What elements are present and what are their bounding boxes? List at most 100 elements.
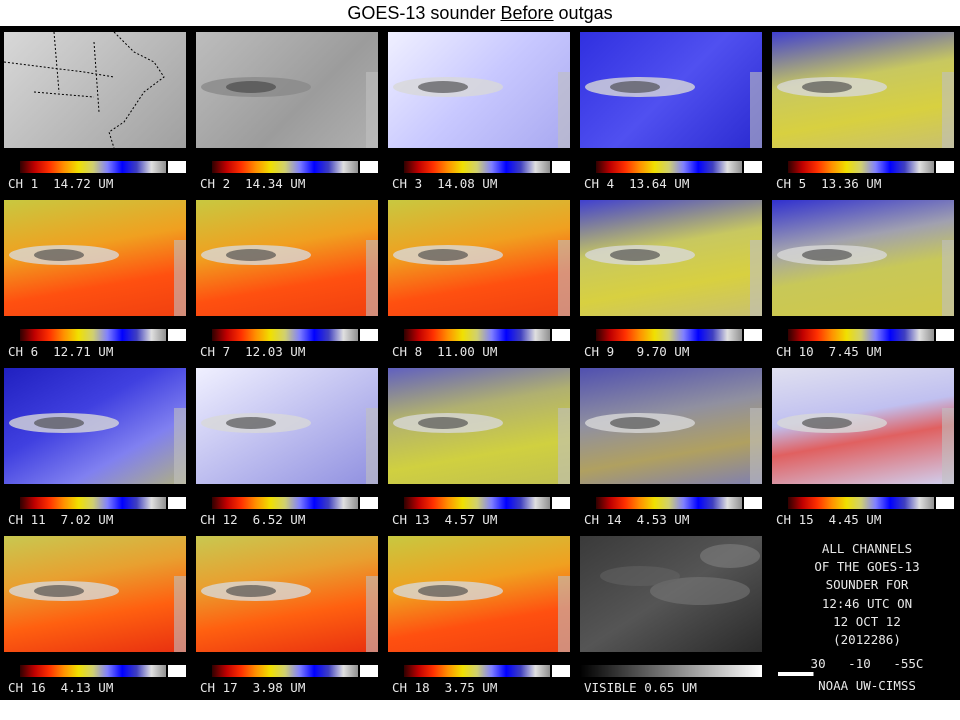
channel-label-11: CH 11 7.02 UM — [8, 512, 114, 527]
channel-label-14: CH 14 4.53 UM — [584, 512, 690, 527]
channel-image-svg-5 — [777, 72, 954, 148]
info-line-3: SOUNDER FOR — [825, 577, 909, 592]
channel-label-1: CH 1 14.72 UM — [8, 176, 114, 191]
colorbar-15 — [788, 497, 934, 509]
channel-image-svg-1 — [4, 32, 165, 148]
info-line-5: 12 OCT 12 — [833, 614, 901, 629]
channel-image-6 — [4, 200, 186, 316]
channel-image-svg-17 — [201, 576, 378, 652]
channel-image-svg-16 — [9, 576, 186, 652]
channel-panel-1: CH 1 14.72 UM — [0, 26, 192, 194]
channel-image-15 — [772, 368, 954, 484]
colorbar-endcap-11 — [168, 497, 186, 509]
colorbar-4 — [596, 161, 742, 173]
channel-label-4: CH 4 13.64 UM — [584, 176, 690, 191]
channel-panel-13: CH 13 4.57 UM — [384, 362, 576, 530]
channel-image-4 — [580, 32, 762, 148]
colorbar-endcap-14 — [744, 497, 762, 509]
colorbar-endcap-7 — [360, 329, 378, 341]
channel-image-svg-10 — [777, 240, 954, 316]
info-line-2: OF THE GOES-13 — [814, 559, 920, 574]
colorbar-endcap-6 — [168, 329, 186, 341]
channel-image-svg-12 — [201, 408, 378, 484]
channel-image-svg-7 — [201, 240, 378, 316]
channel-panel-4: CH 4 13.64 UM — [576, 26, 768, 194]
visible-label: VISIBLE 0.65 UM — [584, 680, 697, 695]
channel-image-svg-6 — [9, 240, 186, 316]
colorbar-9 — [596, 329, 742, 341]
channel-image-svg-11 — [9, 408, 186, 484]
channel-image-10 — [772, 200, 954, 316]
channel-panel-6: CH 6 12.71 UM — [0, 194, 192, 362]
colorbar-endcap-15 — [936, 497, 954, 509]
colorbar-10 — [788, 329, 934, 341]
channel-image-svg-4 — [585, 72, 762, 148]
channel-image-7 — [196, 200, 378, 316]
channel-label-10: CH 10 7.45 UM — [776, 344, 882, 359]
channel-panel-17: CH 17 3.98 UM — [192, 530, 384, 698]
channel-image-2 — [196, 32, 378, 148]
credit-label: NOAA UW-CIMSS — [818, 678, 916, 693]
channel-image-8 — [388, 200, 570, 316]
channel-image-12 — [196, 368, 378, 484]
colorbar-endcap-12 — [360, 497, 378, 509]
channel-label-6: CH 6 12.71 UM — [8, 344, 114, 359]
channel-panel-11: CH 11 7.02 UM — [0, 362, 192, 530]
channel-label-15: CH 15 4.45 UM — [776, 512, 882, 527]
colorbar-endcap-4 — [744, 161, 762, 173]
info-line-1: ALL CHANNELS — [821, 541, 913, 556]
channel-image-9 — [580, 200, 762, 316]
channel-image-svg-13 — [393, 408, 570, 484]
colorbar-3 — [404, 161, 550, 173]
channel-panel-10: CH 10 7.45 UM — [768, 194, 960, 362]
channel-label-3: CH 3 14.08 UM — [392, 176, 498, 191]
colorbar-13 — [404, 497, 550, 509]
channel-image-18 — [388, 536, 570, 652]
channel-panel-15: CH 15 4.45 UM — [768, 362, 960, 530]
info-line-6: (2012286) — [833, 632, 901, 647]
colorbar-endcap-8 — [552, 329, 570, 341]
channel-image-17 — [196, 536, 378, 652]
channel-label-18: CH 18 3.75 UM — [392, 680, 498, 695]
visible-image-svg — [580, 536, 762, 652]
visible-channel-panel: VISIBLE 0.65 UM — [576, 530, 768, 698]
channel-label-7: CH 7 12.03 UM — [200, 344, 306, 359]
channel-label-2: CH 2 14.34 UM — [200, 176, 306, 191]
channel-image-svg-15 — [777, 408, 954, 484]
colorbar-11 — [20, 497, 166, 509]
channel-image-14 — [580, 368, 762, 484]
channel-image-svg-14 — [585, 408, 762, 484]
satellite-image-grid: VISIBLE 0.65 UM ALL CHANNELS OF THE GOES… — [0, 26, 960, 700]
temperature-scale: 30 -10 -55C — [810, 656, 924, 671]
channel-image-11 — [4, 368, 186, 484]
visible-image — [580, 536, 762, 652]
colorbar-6 — [20, 329, 166, 341]
channel-image-svg-3 — [393, 72, 570, 148]
channel-label-12: CH 12 6.52 UM — [200, 512, 306, 527]
channel-panel-18: CH 18 3.75 UM — [384, 530, 576, 698]
channel-label-5: CH 5 13.36 UM — [776, 176, 882, 191]
colorbar-17 — [212, 665, 358, 677]
colorbar-endcap-13 — [552, 497, 570, 509]
info-panel: ALL CHANNELS OF THE GOES-13 SOUNDER FOR … — [778, 540, 956, 700]
channel-panel-7: CH 7 12.03 UM — [192, 194, 384, 362]
colorbar-endcap-3 — [552, 161, 570, 173]
colorbar-7 — [212, 329, 358, 341]
colorbar-14 — [596, 497, 742, 509]
colorbar-endcap-1 — [168, 161, 186, 173]
colorbar-5 — [788, 161, 934, 173]
colorbar-18 — [404, 665, 550, 677]
channel-panel-14: CH 14 4.53 UM — [576, 362, 768, 530]
channel-image-1 — [4, 32, 186, 148]
scale-colorbar — [778, 672, 956, 676]
channel-panel-8: CH 8 11.00 UM — [384, 194, 576, 362]
colorbar-endcap-2 — [360, 161, 378, 173]
channel-panel-16: CH 16 4.13 UM — [0, 530, 192, 698]
colorbar-endcap-9 — [744, 329, 762, 341]
channel-image-3 — [388, 32, 570, 148]
colorbar-8 — [404, 329, 550, 341]
channel-panel-2: CH 2 14.34 UM — [192, 26, 384, 194]
info-line-4: 12:46 UTC ON — [821, 596, 913, 611]
colorbar-endcap-17 — [360, 665, 378, 677]
channel-label-17: CH 17 3.98 UM — [200, 680, 306, 695]
